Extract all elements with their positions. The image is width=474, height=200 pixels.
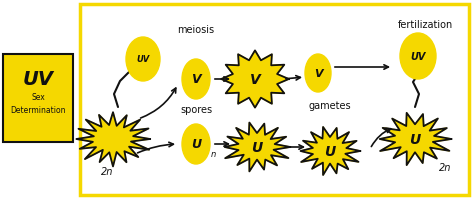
Text: V: V [250,73,260,87]
Polygon shape [76,113,150,167]
Text: UV: UV [137,55,150,64]
Text: UV: UV [410,52,426,62]
Polygon shape [221,51,289,108]
Text: fertilization: fertilization [397,20,453,30]
Text: U: U [410,132,420,146]
Ellipse shape [182,124,210,164]
Text: UV: UV [22,70,54,89]
Text: meiosis: meiosis [177,25,215,35]
FancyBboxPatch shape [3,55,73,142]
Text: V: V [314,69,322,79]
Text: U: U [324,144,336,158]
Ellipse shape [182,60,210,100]
Text: U: U [191,138,201,151]
Text: Sex
Determination: Sex Determination [10,92,66,115]
Polygon shape [225,123,290,172]
Text: n: n [210,150,216,159]
Ellipse shape [126,38,160,82]
FancyBboxPatch shape [80,5,469,195]
Text: V: V [191,73,201,86]
Text: gametes: gametes [309,100,351,110]
Ellipse shape [400,34,436,80]
Text: 2n: 2n [439,162,451,172]
Ellipse shape [305,55,331,93]
Polygon shape [380,113,451,165]
Text: spores: spores [180,104,212,114]
Polygon shape [301,127,360,175]
Text: U: U [251,140,263,154]
Text: 2n: 2n [101,166,113,176]
